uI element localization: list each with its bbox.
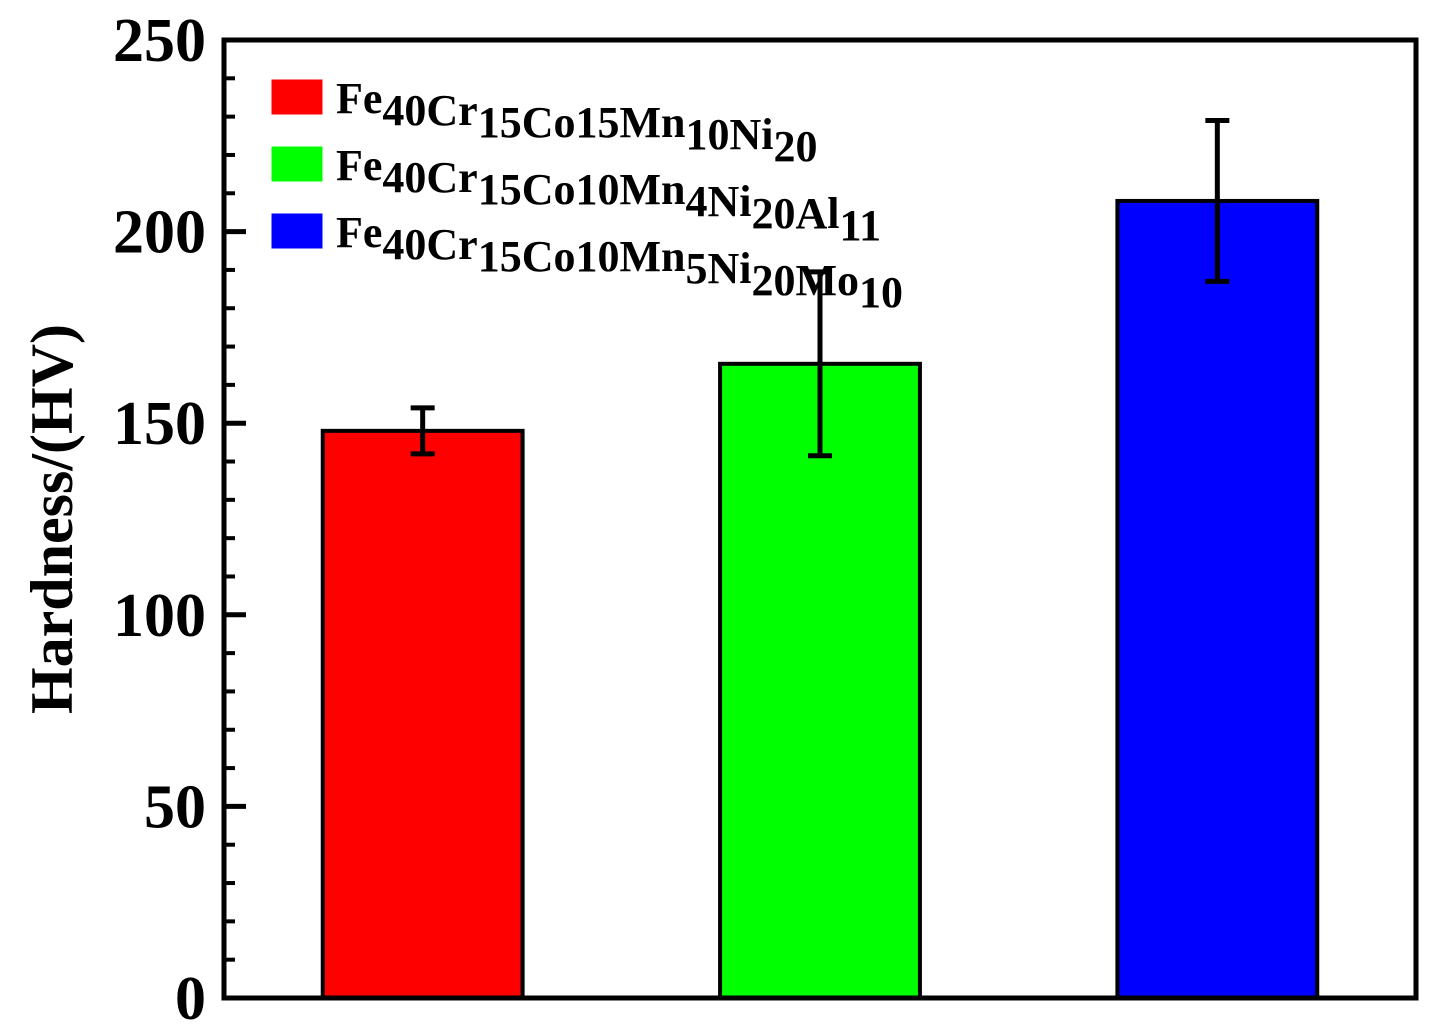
y-tick-label: 250 <box>113 7 206 75</box>
y-axis-title: Hardness/(HV) <box>19 324 85 714</box>
legend-label: Fe40Cr15Co10Mn4Ni20Al11 <box>336 141 881 250</box>
y-tick-label: 200 <box>113 199 206 267</box>
legend-item: Fe40Cr15Co10Mn5Ni20Mo10 <box>271 208 903 317</box>
legend-item: Fe40Cr15Co10Mn4Ni20Al11 <box>271 141 881 250</box>
error-bar <box>808 269 832 459</box>
bar <box>718 361 922 1000</box>
plot-frame <box>221 37 1419 1001</box>
bar <box>320 428 525 1000</box>
error-bars <box>410 117 1230 459</box>
y-tick-labels: 0 50 100 150 200 250 <box>113 7 206 1025</box>
legend-label: Fe40Cr15Co15Mn10Ni20 <box>336 74 818 171</box>
legend: Fe40Cr15Co15Mn10Ni20Fe40Cr15Co10Mn4Ni20A… <box>271 74 903 317</box>
bar <box>1115 198 1320 1001</box>
y-tick-label: 0 <box>175 965 206 1025</box>
error-bar <box>1205 117 1230 284</box>
y-tick-label: 100 <box>113 582 206 650</box>
y-major-ticks <box>224 37 246 1001</box>
legend-label: Fe40Cr15Co10Mn5Ni20Mo10 <box>336 208 903 317</box>
error-bar <box>410 405 435 457</box>
legend-swatch <box>271 213 323 249</box>
legend-swatch <box>271 146 323 182</box>
y-tick-label: 50 <box>144 773 206 841</box>
legend-swatch <box>271 79 323 115</box>
y-tick-label: 150 <box>113 390 206 458</box>
legend-item: Fe40Cr15Co15Mn10Ni20 <box>271 74 818 171</box>
